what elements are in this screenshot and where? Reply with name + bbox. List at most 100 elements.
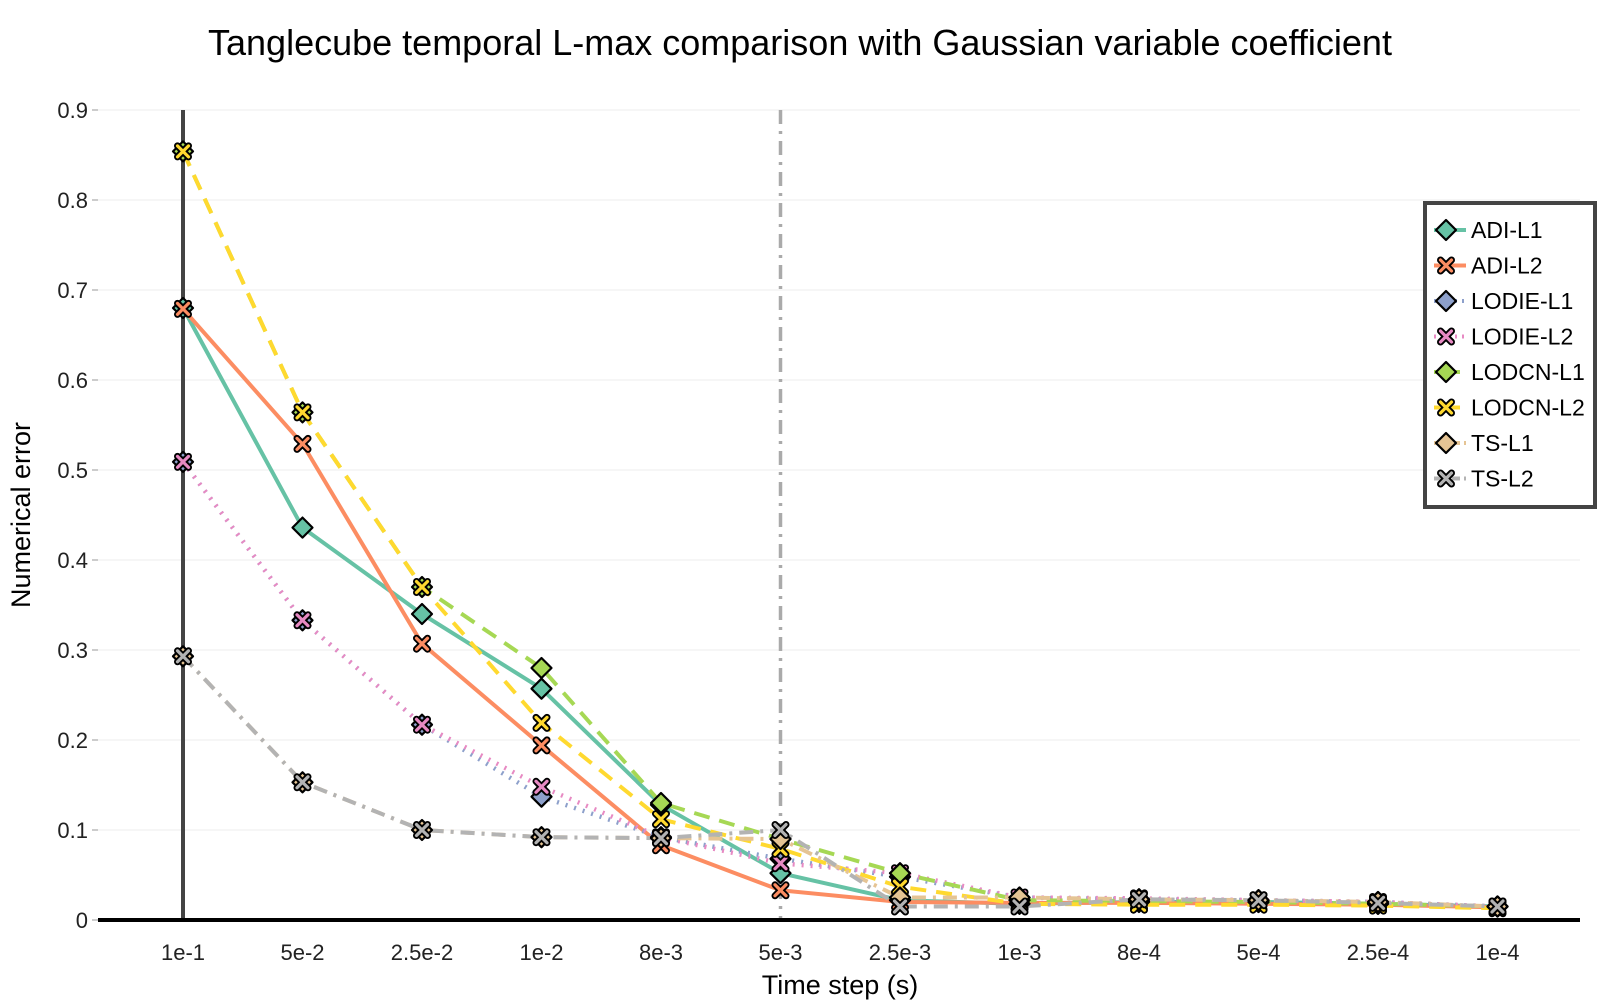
legend-label-lodcn-l1: LODCN-L1 (1471, 359, 1585, 385)
data-point-adi-l2 (413, 634, 431, 653)
legend-box (1423, 201, 1597, 509)
x-marker-fill (414, 636, 430, 651)
data-point-lodie-l2 (413, 715, 431, 734)
x-marker-fill (653, 812, 669, 827)
y-tick-label: 0.9 (57, 98, 88, 123)
x-tick-label: 8e-3 (639, 940, 683, 965)
legend-marker-adi-l2 (1437, 256, 1455, 275)
x-marker-fill (295, 613, 310, 628)
data-point-adi-l1 (530, 677, 553, 700)
data-point-ts-l2 (771, 821, 790, 839)
x-tick-label: 8e-4 (1117, 940, 1161, 965)
x-marker-fill (414, 579, 430, 595)
x-marker-fill (534, 738, 549, 753)
data-point-lodcn-l1 (649, 791, 673, 815)
data-point-adi-l2 (532, 736, 551, 755)
x-axis-title: Time step (s) (762, 970, 919, 1000)
data-point-lodcn-l2 (174, 142, 192, 161)
legend-label-lodcn-l2: LODCN-L2 (1471, 395, 1585, 421)
data-point-lodie-l2 (771, 854, 790, 873)
y-tick-label: 0.6 (57, 368, 88, 393)
x-marker-fill (414, 822, 430, 838)
x-tick-label: 5e-3 (758, 940, 802, 965)
x-marker-fill (773, 883, 788, 898)
series-line-ts-l2 (181, 654, 1498, 909)
x-marker-fill (1251, 893, 1266, 908)
x-marker-fill (1438, 258, 1454, 273)
vertical-marker-lines (181, 110, 783, 920)
x-marker-fill (773, 822, 788, 838)
x-marker-fill (653, 830, 669, 846)
x-marker-fill (295, 436, 310, 451)
x-tick-label: 1e-3 (997, 940, 1041, 965)
data-point-lodcn-l2 (293, 403, 312, 422)
legend-marker-adi-l1 (1434, 218, 1458, 242)
data-point-ts-l2 (1488, 897, 1507, 916)
data-point-ts-l2 (293, 773, 312, 792)
data-point-ts-l2 (413, 821, 431, 839)
data-point-ts-l2 (652, 829, 670, 848)
data-point-lodcn-l1 (530, 656, 553, 680)
x-marker-fill (1438, 329, 1454, 344)
data-point-lodcn-l2 (532, 713, 551, 732)
legend-label-ts-l1: TS-L1 (1471, 430, 1534, 456)
x-marker-fill (175, 649, 191, 664)
y-tick-label: 0.1 (57, 818, 88, 843)
series-line-adi-l2 (181, 307, 1498, 910)
legend-marker-lodie-l1 (1434, 289, 1458, 313)
x-marker-fill (1370, 895, 1386, 911)
data-point-ts-l2 (532, 828, 551, 847)
x-marker-fill (1438, 471, 1454, 486)
x-marker-fill (1438, 400, 1454, 415)
y-tick-label: 0.3 (57, 638, 88, 663)
data-point-adi-l1 (291, 516, 314, 539)
legend-label-adi-l1: ADI-L1 (1471, 217, 1543, 243)
legend-marker-lodcn-l1 (1434, 360, 1458, 384)
x-marker-fill (534, 715, 549, 731)
y-tick-label: 0.8 (57, 188, 88, 213)
x-tick-label: 1e-4 (1475, 940, 1519, 965)
data-point-lodie-l2 (532, 777, 551, 796)
data-point-ts-l2 (1369, 893, 1387, 912)
data-point-lodcn-l2 (652, 810, 670, 829)
data-point-lodcn-l2 (413, 578, 431, 596)
x-marker-fill (175, 144, 191, 159)
legend-marker-ts-l1 (1434, 431, 1458, 455)
legend-label-ts-l2: TS-L2 (1471, 466, 1534, 492)
series-line-adi-l1 (181, 307, 1498, 909)
axes: 0 0.1 0.2 0.3 0.4 0.5 0.6 0.7 0.8 0.9 1e-1 5e-2 2.5e… (57, 98, 1580, 965)
data-point-lodie-l2 (293, 611, 312, 630)
x-marker-fill (892, 899, 908, 914)
data-point-ts-l2 (891, 897, 909, 916)
data-point-adi-l2 (174, 299, 192, 318)
data-point-ts-l2 (1130, 890, 1148, 909)
x-marker-fill (1490, 899, 1505, 914)
x-marker-fill (773, 856, 788, 871)
x-tick-label: 2.5e-2 (391, 940, 453, 965)
x-marker-fill (414, 717, 430, 732)
legend-marker-lodie-l2 (1437, 327, 1455, 346)
data-point-lodie-l2 (174, 452, 192, 471)
y-tick-label: 0.4 (57, 548, 88, 573)
legend: ADI-L1 ADI-L2 LODIE-L1 LODIE-L2 LODCN-L1 LODC… (1423, 201, 1597, 509)
legend-label-lodie-l2: LODIE-L2 (1471, 324, 1573, 350)
y-tick-label: 0 (76, 908, 88, 933)
series-lines (181, 150, 1498, 911)
legend-marker-lodcn-l2 (1437, 398, 1455, 417)
data-point-ts-l2 (1010, 897, 1029, 916)
x-marker-fill (1131, 892, 1147, 907)
chart-title: Tanglecube temporal L-max comparison wit… (208, 22, 1392, 63)
data-point-adi-l1 (410, 602, 434, 626)
x-tick-label: 1e-1 (161, 940, 205, 965)
data-points (171, 140, 1509, 918)
x-tick-label: 5e-2 (280, 940, 324, 965)
x-marker-fill (175, 454, 191, 469)
x-marker-fill (534, 779, 549, 794)
data-point-adi-l2 (293, 434, 312, 453)
x-marker-fill (295, 775, 310, 790)
x-marker-fill (1012, 899, 1027, 914)
y-tick-label: 0.5 (57, 458, 88, 483)
x-tick-label: 1e-2 (519, 940, 563, 965)
series-line-lodcn-l2 (181, 150, 1498, 911)
